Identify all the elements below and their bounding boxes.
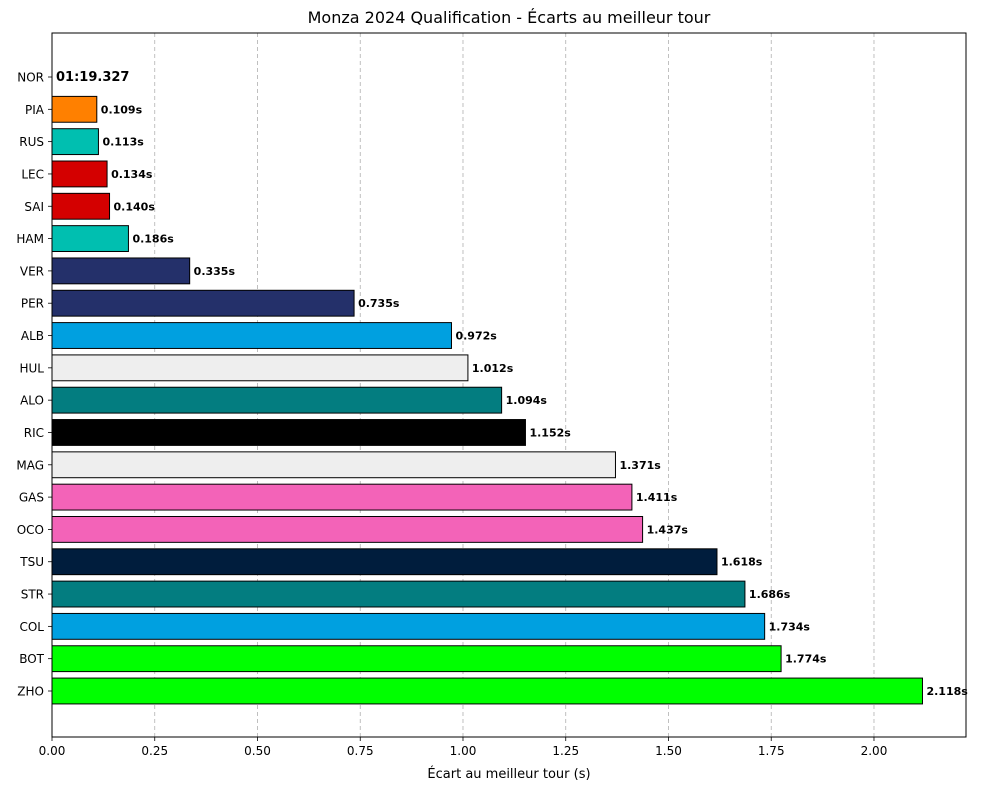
x-tick-label: 1.25 [552, 744, 579, 758]
data-label: 1.411s [636, 491, 678, 504]
bar [51, 645, 782, 673]
bar-layer [51, 95, 923, 705]
y-tick-label: PER [21, 297, 44, 311]
pole-time-label: 01:19.327 [56, 70, 129, 85]
data-label: 1.686s [749, 588, 791, 601]
data-label: 0.735s [358, 297, 400, 310]
y-tick-label: PIA [25, 103, 45, 117]
chart-title: Monza 2024 Qualification - Écarts au mei… [308, 8, 711, 27]
data-label: 1.012s [472, 362, 514, 375]
y-tick-label: ALB [21, 329, 44, 343]
y-tick-label: ALO [20, 394, 44, 408]
y-tick-label: VER [20, 264, 44, 278]
x-tick-label: 1.50 [655, 744, 682, 758]
bar [51, 386, 503, 414]
data-label: 0.972s [455, 330, 497, 343]
y-tick-label: HUL [20, 361, 45, 375]
bar [51, 322, 452, 349]
bar [51, 677, 923, 705]
data-label: 0.335s [194, 265, 236, 278]
y-tick-label: LEC [21, 167, 44, 181]
y-tick-label: HAM [16, 232, 44, 246]
bar [51, 419, 526, 446]
data-label: 2.118s [926, 685, 968, 698]
label-layer: 01:19.327 0.109s 0.113s 0.134s 0.140s 0.186s 0… [56, 70, 968, 698]
x-tick-label: 1.75 [758, 744, 785, 758]
y-tick-label: NOR [17, 71, 44, 85]
bar [51, 95, 98, 123]
bar [51, 128, 99, 156]
x-tick-label: 0.75 [347, 744, 374, 758]
y-tick-label: MAG [16, 458, 44, 472]
bar [51, 257, 191, 285]
x-tick-label: 2.00 [861, 744, 888, 758]
data-label: 1.094s [506, 394, 548, 407]
data-label: 0.186s [132, 233, 174, 246]
data-label: 0.134s [111, 168, 153, 181]
y-tick-label: SAI [24, 200, 44, 214]
bar [51, 515, 644, 543]
bar [51, 612, 766, 640]
y-tick-label: ZHO [17, 685, 44, 699]
data-label: 0.140s [114, 200, 156, 213]
data-label: 1.774s [785, 653, 827, 666]
y-tick-label: TSU [19, 555, 44, 569]
y-tick-label: COL [19, 620, 44, 634]
y-tick-label: OCO [17, 523, 44, 537]
data-label: 0.113s [102, 136, 144, 149]
bar [51, 192, 111, 220]
bar [51, 160, 108, 188]
bar [51, 354, 469, 382]
bar [51, 289, 355, 317]
y-tick-label: STR [21, 588, 44, 602]
y-tick-label: BOT [19, 652, 44, 666]
y-tick-label: GAS [19, 491, 44, 505]
y-tick-label: RUS [19, 135, 44, 149]
plot-frame [51, 32, 967, 738]
axis-layer: 0.00 0.25 0.50 0.75 1.00 1.25 1.50 1.75 2.00 NOR P… [16, 32, 967, 758]
bar [51, 548, 718, 576]
x-tick-label: 0.50 [244, 744, 271, 758]
data-label: 1.371s [619, 459, 661, 472]
data-label: 1.734s [769, 620, 811, 633]
x-axis-label: Écart au meilleur tour (s) [427, 766, 590, 782]
bar [51, 225, 129, 253]
x-tick-label: 0.25 [141, 744, 168, 758]
data-label: 0.109s [101, 103, 143, 116]
data-label: 1.437s [647, 523, 689, 536]
data-label: 1.152s [529, 426, 571, 439]
x-tick-label: 0.00 [39, 744, 66, 758]
bar [51, 451, 616, 479]
x-tick-label: 1.00 [450, 744, 477, 758]
data-label: 1.618s [721, 556, 763, 569]
bar [51, 580, 746, 608]
y-tick-label: RIC [24, 426, 44, 440]
bar [51, 483, 633, 511]
